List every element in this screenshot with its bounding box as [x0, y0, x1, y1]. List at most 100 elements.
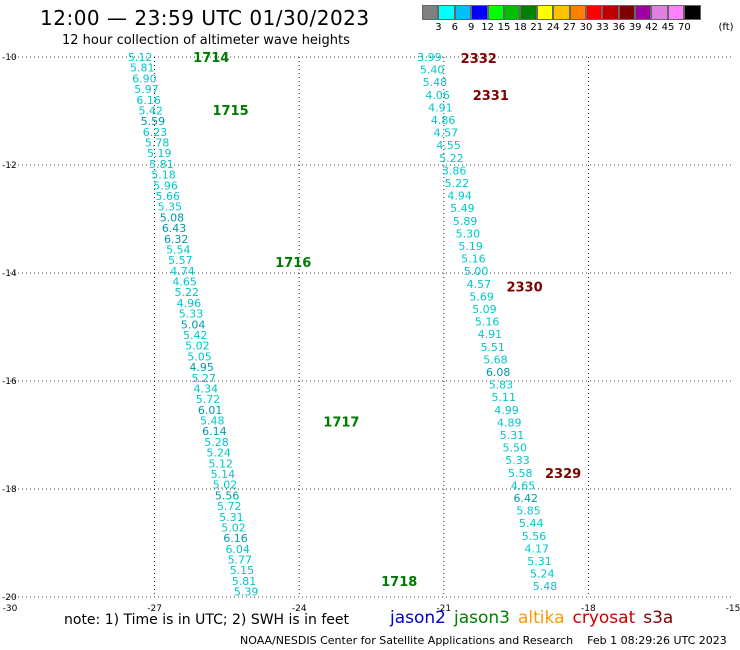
color-scale-cell — [618, 5, 636, 20]
wave-height-value: 5.49 — [450, 202, 475, 215]
wave-height-value: 5.33 — [505, 454, 530, 467]
wave-height-value: 6.43 — [162, 222, 187, 235]
wave-height-value: 4.57 — [467, 278, 492, 291]
wave-height-value: 5.54 — [166, 243, 191, 256]
x-tick-label: -30 — [3, 604, 18, 614]
color-scale-label: 6 — [451, 22, 458, 33]
wave-height-value: 5.81 — [149, 158, 174, 171]
wave-height-value: 5.48 — [533, 580, 558, 593]
y-tick-label: -10 — [2, 53, 17, 63]
time-label: 2332 — [461, 52, 497, 67]
color-scale-cell — [487, 5, 504, 20]
x-tick-label: -15 — [726, 604, 740, 614]
color-scale-unit: (ft) — [718, 22, 734, 33]
wave-height-value: 5.12 — [208, 457, 233, 470]
map-axes: -30 -27 -24 -21 -18 -15 -10 -12 -14 -16 -18 -20 — [2, 53, 740, 614]
wave-height-value: 5.24 — [530, 568, 555, 581]
wave-height-value: 5.31 — [527, 555, 552, 568]
color-scale-label: 33 — [596, 22, 609, 33]
y-tick-label: -16 — [2, 377, 17, 387]
wave-height-value: 5.31 — [219, 511, 244, 524]
wave-height-value: 5.57 — [168, 254, 193, 267]
legend-s3a: s3a — [643, 608, 674, 628]
wave-height-value: 5.02 — [213, 479, 238, 492]
wave-height-value: 5.02 — [221, 521, 246, 534]
wave-height-value: 5.15 — [230, 564, 255, 577]
time-label: 2330 — [506, 281, 542, 296]
wave-height-value: 5.12 — [128, 51, 153, 64]
wave-height-value: 5.97 — [134, 83, 159, 96]
wave-height-value: 6.23 — [143, 126, 168, 139]
wave-height-value: 5.33 — [179, 308, 204, 321]
wave-height-value: 5.22 — [439, 152, 464, 165]
color-scale-label: 42 — [645, 22, 658, 33]
credit-org: NOAA/NESDIS Center for Satellite Applica… — [240, 634, 574, 647]
color-scale-label: 45 — [661, 22, 675, 33]
legend-altika: altika — [518, 608, 565, 628]
color-scale-cell — [536, 5, 554, 20]
wave-height-value: 6.32 — [164, 233, 189, 246]
wave-height-value: 6.08 — [486, 366, 511, 379]
color-scale-label: 15 — [497, 22, 511, 33]
wave-height-value: 6.04 — [225, 543, 250, 556]
wave-height-value: 5.72 — [196, 393, 221, 406]
time-label: 1716 — [275, 256, 311, 271]
wave-height-value: 5.81 — [130, 62, 155, 75]
map-title: 12:00 — 23:59 UTC 01/30/2023 — [40, 6, 370, 30]
wave-height-value: 3.99 — [417, 51, 442, 64]
wave-height-value: 6.16 — [136, 94, 161, 107]
color-scale-cell — [503, 5, 521, 20]
wave-height-value: 5.59 — [141, 115, 166, 128]
wave-height-value: 5.16 — [461, 253, 486, 266]
wave-height-value: 4.91 — [428, 101, 453, 114]
wave-height-value: 5.56 — [522, 530, 547, 543]
wave-height-value: 5.56 — [215, 489, 240, 502]
wave-height-value: 4.96 — [177, 297, 202, 310]
wave-height-value: 6.90 — [132, 72, 157, 85]
wave-height-value: 5.51 — [480, 341, 505, 354]
wave-height-value: 6.01 — [198, 404, 223, 417]
color-scale-cell — [602, 5, 619, 20]
wave-height-value: 5.78 — [145, 137, 170, 150]
wave-height-value: 4.06 — [425, 89, 450, 102]
wave-height-value: 5.31 — [500, 429, 525, 442]
wave-height-value: 5.42 — [138, 104, 163, 117]
y-tick-label: -14 — [2, 269, 17, 279]
wave-height-value: 5.35 — [158, 201, 183, 214]
wave-height-value: 5.18 — [151, 169, 176, 182]
wave-height-value: 5.08 — [160, 211, 185, 224]
wave-height-value: 4.34 — [194, 382, 219, 395]
credit-line: NOAA/NESDIS Center for Satellite Applica… — [240, 634, 727, 647]
wave-height-value: 5.39 — [234, 586, 259, 599]
time-label: 1715 — [212, 104, 248, 119]
wave-height-value: 5.96 — [153, 179, 178, 192]
legend-jason3: jason3 — [454, 608, 510, 628]
color-scale-label: 24 — [546, 22, 560, 33]
wave-height-value: 4.86 — [431, 114, 456, 127]
wave-height-value: 5.19 — [458, 240, 483, 253]
time-label: 1718 — [381, 575, 417, 590]
wave-height-value: 5.44 — [519, 517, 544, 530]
time-label: 2331 — [473, 89, 509, 104]
color-scale-cell — [471, 5, 488, 20]
wave-height-value: 5.30 — [456, 227, 481, 240]
wave-height-value: 5.00 — [464, 265, 489, 278]
color-scale-label: 12 — [481, 22, 494, 33]
wave-height-value: 4.99 — [494, 404, 519, 417]
wave-height-value: 5.22 — [445, 177, 470, 190]
color-scale-cell — [553, 5, 570, 20]
satellite-legend: jason2 jason3 altika cryosat s3a — [390, 608, 681, 628]
wave-height-value: 4.57 — [434, 127, 459, 140]
color-scale-cell — [585, 5, 603, 20]
color-scale-bar — [422, 5, 701, 20]
wave-height-value: 5.40 — [420, 64, 445, 77]
color-scale-label: 70 — [678, 22, 691, 33]
wave-height-value: 5.89 — [453, 215, 478, 228]
map-grid — [10, 56, 733, 598]
y-tick-label: -12 — [2, 161, 17, 171]
color-scale-cell — [635, 5, 652, 20]
wave-height-value: 5.02 — [185, 340, 210, 353]
units-note: note: 1) Time is in UTC; 2) SWH is in fe… — [64, 612, 350, 628]
wave-height-value: 4.55 — [436, 139, 461, 152]
wave-height-value: 4.95 — [189, 361, 214, 374]
